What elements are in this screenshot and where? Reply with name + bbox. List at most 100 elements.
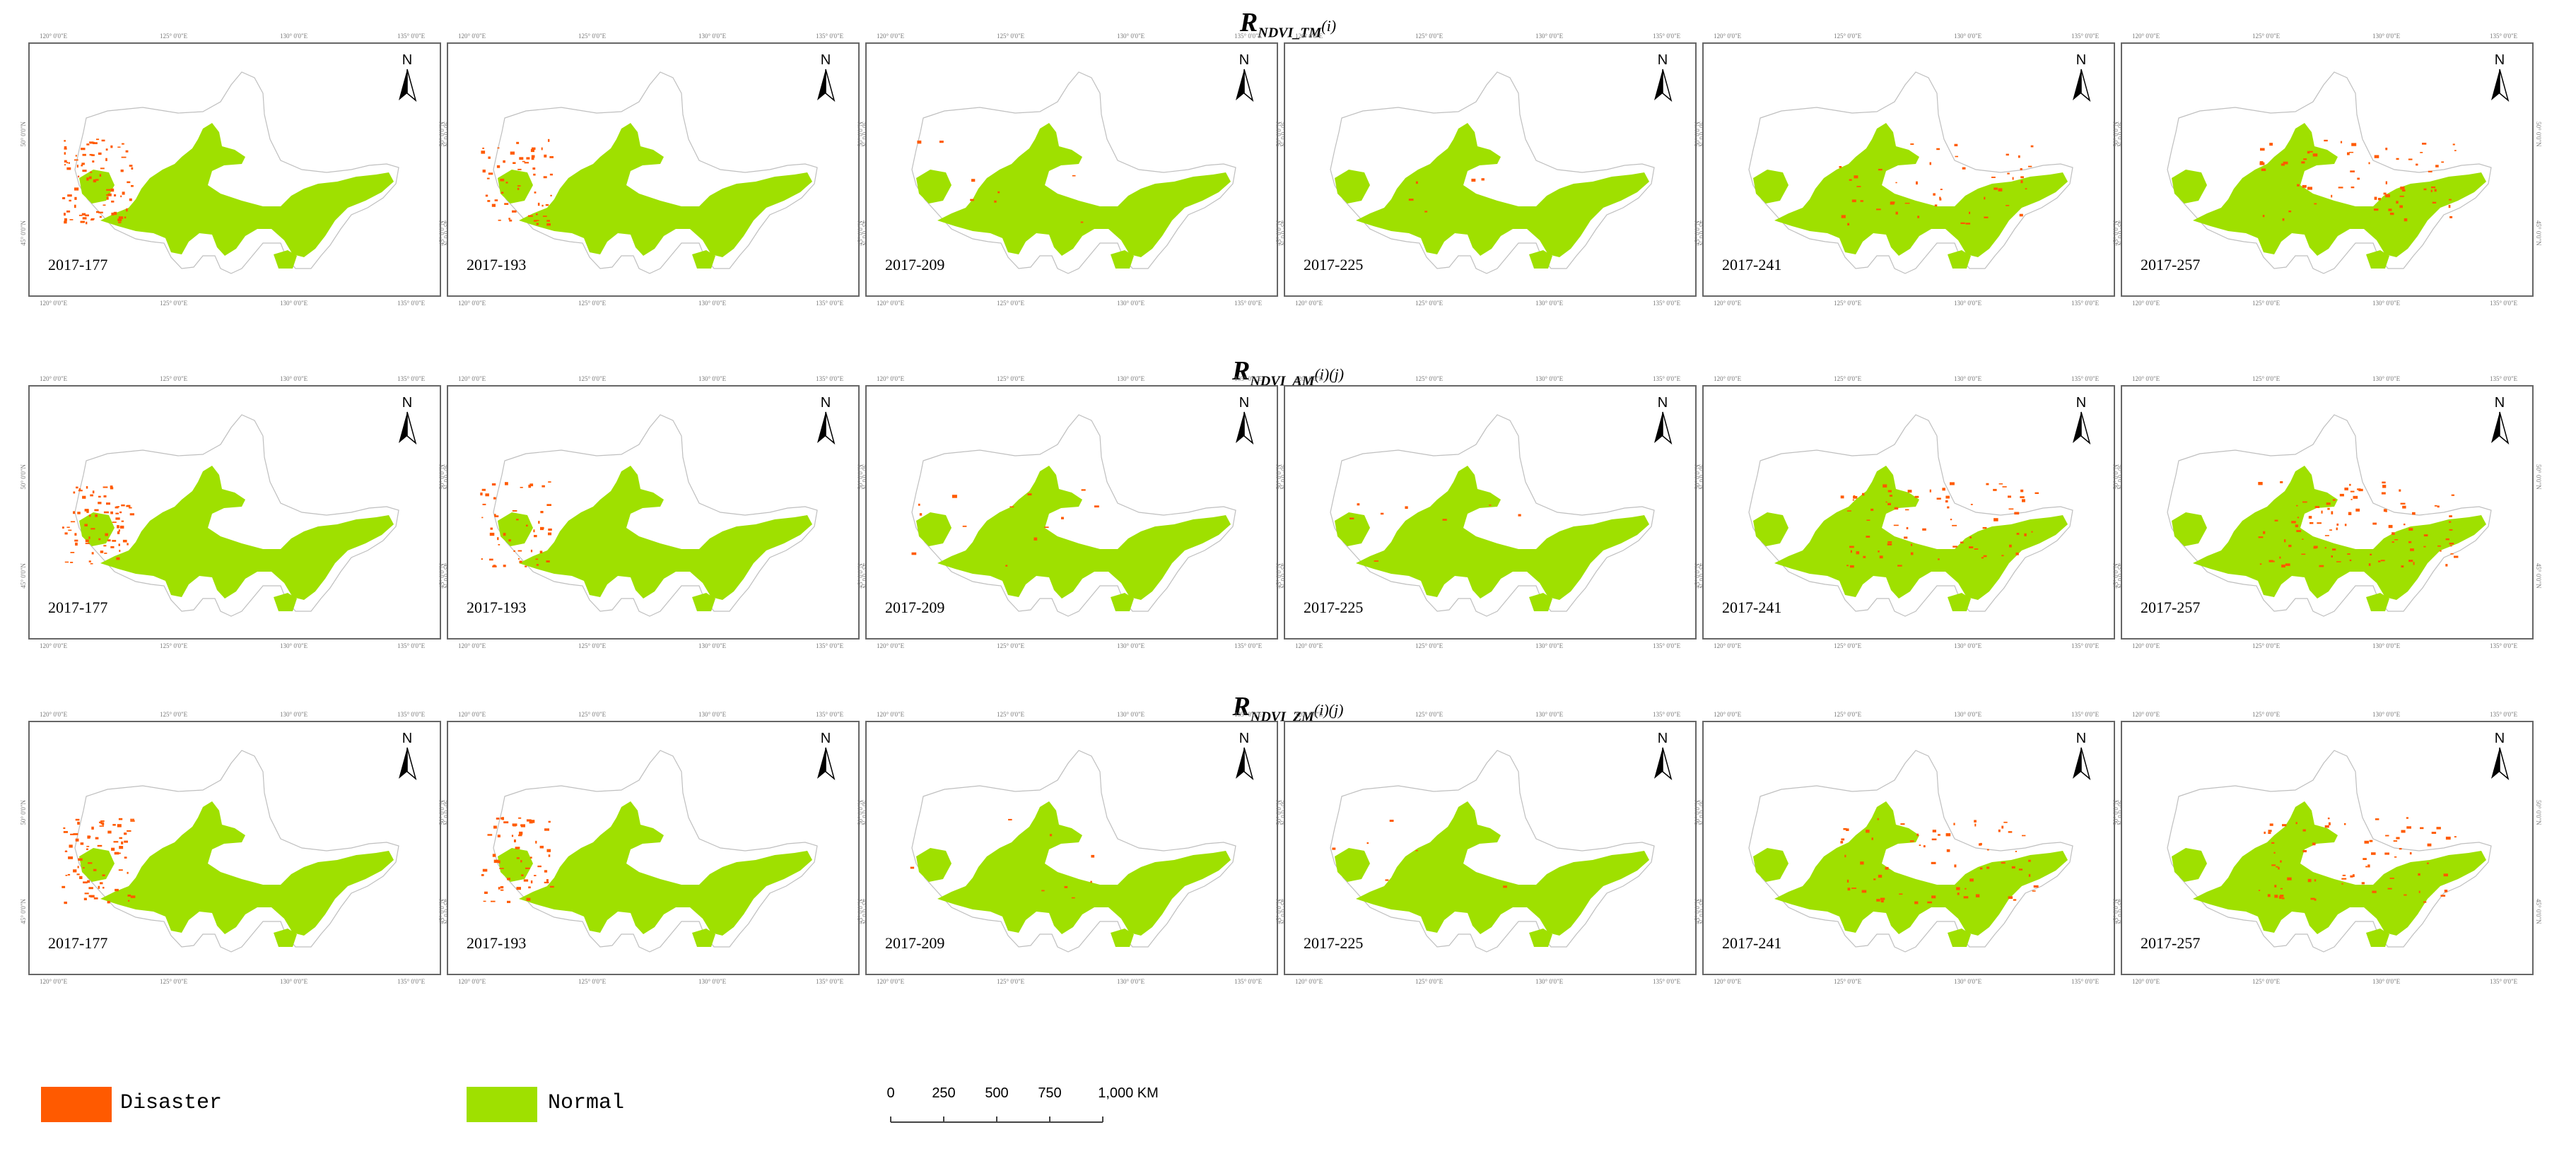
row-title-index: (i)	[1321, 17, 1337, 35]
disaster-speck	[2022, 499, 2025, 502]
disaster-speck	[129, 198, 132, 201]
lat-tick-left: 50° 0'0"N	[1275, 800, 1282, 825]
disaster-speck	[1866, 830, 1870, 833]
disaster-speck	[489, 558, 493, 561]
disaster-speck	[64, 901, 67, 905]
disaster-speck	[1851, 888, 1856, 889]
scale-bar-graphic	[890, 1116, 1103, 1123]
disaster-speck	[1880, 897, 1885, 900]
lat-tick-right: 45° 0'0"N	[2117, 563, 2124, 589]
disaster-speck	[2301, 161, 2305, 164]
lon-tick-top: 135° 0'0"E	[397, 711, 426, 718]
disaster-speck	[2283, 161, 2288, 165]
lon-tick-bottom: 130° 0'0"E	[2372, 300, 2401, 307]
normal-area	[2172, 848, 2207, 882]
disaster-speck	[1866, 519, 1870, 521]
disaster-speck	[2371, 852, 2376, 855]
disaster-speck	[2434, 189, 2437, 192]
disaster-speck	[1979, 842, 1982, 845]
lon-tick-top: 120° 0'0"E	[1295, 711, 1323, 718]
scale-bar-label: 250	[932, 1085, 956, 1101]
disaster-speck	[1904, 202, 1910, 204]
disaster-speck	[2372, 522, 2377, 525]
region-map	[62, 750, 399, 953]
disaster-speck	[2394, 856, 2397, 858]
disaster-speck	[64, 140, 66, 142]
panel-date-label: 2017-241	[1722, 256, 1782, 273]
disaster-speck	[1350, 517, 1354, 519]
disaster-speck	[523, 879, 529, 882]
lon-tick-top: 125° 0'0"E	[160, 375, 188, 382]
disaster-speck	[539, 845, 544, 849]
disaster-speck	[2281, 564, 2285, 568]
disaster-speck	[2032, 890, 2036, 892]
lat-tick-right: 45° 0'0"N	[2535, 563, 2542, 589]
disaster-speck	[67, 873, 71, 876]
disaster-speck	[1954, 143, 1958, 146]
disaster-speck	[2314, 898, 2317, 901]
lon-tick-top: 125° 0'0"E	[997, 711, 1025, 718]
disaster-speck	[117, 531, 120, 534]
disaster-speck	[1945, 500, 1948, 503]
disaster-speck	[70, 521, 76, 523]
disaster-speck	[2400, 502, 2406, 505]
region-map	[910, 750, 1236, 953]
disaster-speck	[533, 529, 535, 533]
lon-tick-top: 135° 0'0"E	[2490, 711, 2518, 718]
disaster-speck	[2396, 158, 2399, 160]
disaster-speck	[481, 151, 486, 154]
disaster-speck	[2416, 163, 2418, 166]
lon-tick-bottom: 130° 0'0"E	[280, 978, 308, 985]
disaster-speck	[82, 153, 86, 156]
disaster-speck	[2420, 827, 2424, 830]
lat-tick-right: 50° 0'0"N	[443, 122, 450, 147]
disaster-speck	[1931, 838, 1937, 841]
disaster-speck	[483, 900, 486, 902]
disaster-speck	[2342, 874, 2346, 876]
lon-tick-bottom: 120° 0'0"E	[458, 642, 486, 649]
disaster-speck	[517, 187, 520, 190]
normal-area	[2366, 250, 2389, 269]
disaster-speck	[2344, 524, 2347, 526]
lat-tick-left: 45° 0'0"N	[1694, 899, 1701, 924]
disaster-speck	[1415, 181, 1418, 184]
disaster-speck	[505, 182, 508, 184]
map-panel: 120° 0'0"E 120° 0'0"E 125° 0'0"E 125° 0'0"E…	[20, 33, 450, 307]
north-arrow: N	[2486, 395, 2514, 446]
disaster-speck	[2374, 208, 2379, 211]
disaster-speck	[118, 216, 124, 220]
disaster-speck	[1969, 878, 1974, 882]
disaster-speck	[550, 194, 552, 196]
disaster-speck	[74, 204, 76, 208]
lon-tick-top: 120° 0'0"E	[1295, 33, 1323, 40]
disaster-speck	[1849, 565, 1854, 568]
disaster-speck	[2336, 523, 2339, 526]
disaster-speck	[2418, 873, 2420, 876]
disaster-speck	[2259, 563, 2262, 565]
disaster-speck	[94, 509, 99, 512]
disaster-speck	[939, 141, 944, 143]
region-map	[1748, 750, 2073, 953]
disaster-speck	[2383, 192, 2387, 195]
disaster-speck	[510, 151, 515, 155]
disaster-speck	[80, 842, 84, 845]
region-map	[1330, 750, 1655, 953]
disaster-speck	[63, 827, 66, 830]
disaster-speck	[121, 841, 124, 844]
disaster-speck	[2452, 143, 2455, 146]
disaster-speck	[2033, 885, 2039, 888]
disaster-speck	[2312, 153, 2318, 157]
lat-tick-right: 50° 0'0"N	[443, 464, 450, 490]
disaster-speck	[1974, 820, 1977, 823]
lon-tick-bottom: 120° 0'0"E	[2132, 642, 2160, 649]
scale-bar-label: 1,000 KM	[1098, 1085, 1159, 1101]
lon-tick-bottom: 125° 0'0"E	[578, 642, 607, 649]
region-map	[481, 750, 818, 953]
disaster-speck	[2378, 198, 2381, 201]
disaster-speck	[1975, 894, 1980, 897]
lon-tick-bottom: 130° 0'0"E	[1535, 300, 1564, 307]
disaster-speck	[2349, 483, 2351, 486]
disaster-speck	[2284, 539, 2286, 543]
lat-tick-right: 45° 0'0"N	[443, 899, 450, 924]
disaster-speck	[2269, 143, 2273, 146]
